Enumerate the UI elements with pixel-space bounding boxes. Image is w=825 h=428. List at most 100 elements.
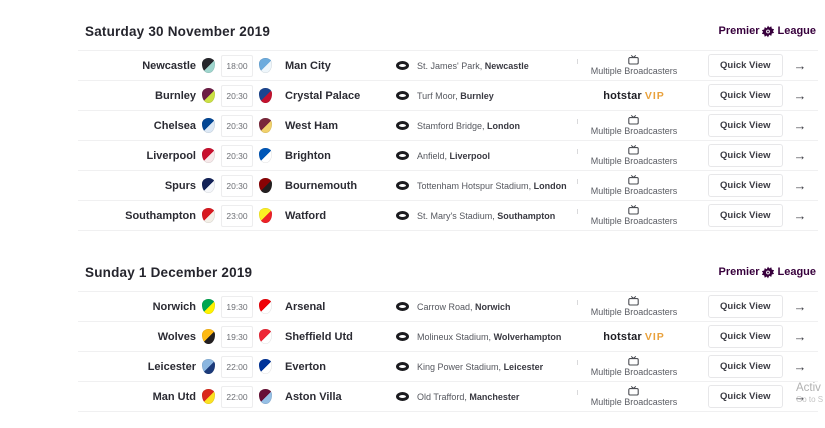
actions-cell: Quick View → bbox=[708, 114, 821, 137]
venue-name: St. Mary's Stadium bbox=[417, 211, 497, 221]
venue-cell: Molineux StadiumWolverhampton bbox=[396, 331, 562, 342]
stadium-icon bbox=[396, 121, 409, 130]
arrow-right-icon[interactable]: → bbox=[793, 58, 807, 73]
arrow-right-icon[interactable]: → bbox=[793, 329, 807, 344]
home-team-name: Newcastle bbox=[142, 59, 196, 72]
away-team-name: Aston Villa bbox=[285, 390, 342, 403]
multiple-broadcasters: Multiple Broadcasters bbox=[576, 295, 678, 318]
venue-city: Wolverhampton bbox=[493, 331, 562, 342]
multiple-broadcasters: Multiple Broadcasters bbox=[576, 144, 677, 167]
away-team-crest-icon bbox=[259, 359, 272, 374]
venue-cell: Carrow RoadNorwich bbox=[396, 302, 560, 312]
match-row: Chelsea 20:30 West Ham Stamford BridgeLo… bbox=[78, 111, 818, 141]
home-team-name: Norwich bbox=[152, 300, 196, 313]
section-header: Saturday 30 November 2019 Premier League bbox=[78, 18, 818, 44]
away-team-name: Man City bbox=[285, 59, 331, 72]
teams-cell: Spurs 20:30 Bournemouth bbox=[78, 174, 396, 197]
home-team-crest-icon bbox=[202, 359, 215, 374]
venue-text: St. James' ParkNewcastle bbox=[417, 61, 529, 71]
venue-cell: King Power StadiumLeicester bbox=[396, 362, 560, 372]
premier-league-word-league: League bbox=[777, 25, 816, 37]
venue-name: King Power Stadium bbox=[417, 362, 504, 372]
arrow-right-icon[interactable]: → bbox=[793, 88, 807, 103]
multiple-broadcasters: Multiple Broadcasters bbox=[576, 355, 677, 378]
stadium-icon bbox=[396, 61, 409, 70]
stadium-icon bbox=[396, 211, 409, 220]
premier-league-logo: Premier League bbox=[719, 25, 817, 38]
quick-view-button[interactable]: Quick View bbox=[708, 355, 783, 378]
venue-name: Anfield bbox=[417, 151, 450, 161]
venue-text: Old TraffordManchester bbox=[417, 392, 519, 402]
away-team-crest-icon bbox=[259, 299, 272, 314]
premier-league-lion-icon bbox=[762, 25, 775, 37]
arrow-right-icon[interactable]: → bbox=[793, 118, 807, 133]
fixture-section: Sunday 1 December 2019 Premier League No… bbox=[78, 259, 818, 412]
multiple-broadcasters-label: Multiple Broadcasters bbox=[590, 396, 678, 407]
quick-view-button[interactable]: Quick View bbox=[708, 325, 783, 348]
teams-cell: Burnley 20:30 Crystal Palace bbox=[78, 84, 396, 107]
away-team-name: Watford bbox=[285, 209, 327, 222]
kickoff-time: 22:00 bbox=[221, 355, 253, 378]
hotstar-vip-logo: hotstar VIP bbox=[603, 331, 665, 343]
home-team-name: Leicester bbox=[147, 360, 196, 373]
home-team-name: Spurs bbox=[164, 179, 196, 192]
quick-view-button[interactable]: Quick View bbox=[708, 114, 783, 137]
kickoff-time: 19:30 bbox=[221, 295, 253, 318]
home-team-crest-icon bbox=[202, 389, 215, 404]
home-team-crest-icon bbox=[202, 329, 215, 344]
broadcaster-cell: Multiple Broadcasters bbox=[560, 355, 708, 378]
teams-cell: Newcastle 18:00 Man City bbox=[78, 54, 396, 77]
matchday-date-heading: Saturday 30 November 2019 bbox=[85, 23, 271, 39]
premier-league-word-league: League bbox=[777, 266, 816, 278]
broadcaster-cell: Multiple Broadcasters bbox=[560, 114, 708, 137]
home-team-crest-icon bbox=[202, 299, 215, 314]
premier-league-word-premier: Premier bbox=[718, 25, 760, 37]
tv-icon bbox=[628, 385, 640, 396]
multiple-broadcasters-label: Multiple Broadcasters bbox=[590, 125, 678, 136]
venue-cell: Turf MoorBurnley bbox=[396, 91, 560, 101]
quick-view-button[interactable]: Quick View bbox=[708, 144, 783, 167]
arrow-right-icon[interactable]: → bbox=[793, 389, 807, 404]
match-row: Man Utd 22:00 Aston Villa Old TraffordMa… bbox=[78, 382, 818, 412]
hotstar-wordmark: hotstar bbox=[603, 330, 642, 343]
venue-name: Turf Moor bbox=[417, 91, 460, 101]
tv-icon bbox=[628, 174, 640, 185]
venue-name: Old Trafford bbox=[417, 392, 469, 402]
venue-cell: St. James' ParkNewcastle bbox=[396, 61, 560, 71]
home-team-crest-icon bbox=[202, 208, 215, 223]
multiple-broadcasters-label: Multiple Broadcasters bbox=[590, 185, 678, 196]
arrow-right-icon[interactable]: → bbox=[793, 208, 807, 223]
quick-view-button[interactable]: Quick View bbox=[708, 84, 783, 107]
venue-cell: St. Mary's StadiumSouthampton bbox=[396, 211, 560, 221]
actions-cell: Quick View → bbox=[708, 355, 821, 378]
home-team-crest-icon bbox=[202, 178, 215, 193]
venue-name: Tottenham Hotspur Stadium bbox=[417, 181, 534, 191]
away-team-name: Brighton bbox=[285, 149, 331, 162]
quick-view-button[interactable]: Quick View bbox=[708, 295, 783, 318]
quick-view-button[interactable]: Quick View bbox=[708, 385, 783, 408]
arrow-right-icon[interactable]: → bbox=[793, 148, 807, 163]
kickoff-time: 20:30 bbox=[221, 144, 253, 167]
multiple-broadcasters-label: Multiple Broadcasters bbox=[590, 306, 678, 317]
broadcaster-cell: Multiple Broadcasters bbox=[560, 54, 708, 77]
venue-city: Norwich bbox=[475, 301, 511, 312]
away-team-crest-icon bbox=[259, 88, 272, 103]
arrow-right-icon[interactable]: → bbox=[793, 359, 807, 374]
kickoff-time: 18:00 bbox=[221, 54, 253, 77]
match-rows: Newcastle 18:00 Man City St. James' Park… bbox=[78, 50, 818, 231]
quick-view-button[interactable]: Quick View bbox=[708, 174, 783, 197]
stadium-icon bbox=[396, 91, 409, 100]
away-team-crest-icon bbox=[259, 178, 272, 193]
quick-view-button[interactable]: Quick View bbox=[708, 204, 783, 227]
broadcaster-cell: Multiple Broadcasters bbox=[560, 174, 708, 197]
venue-cell: Tottenham Hotspur StadiumLondon bbox=[396, 181, 567, 191]
away-team-crest-icon bbox=[259, 148, 272, 163]
arrow-right-icon[interactable]: → bbox=[793, 178, 807, 193]
quick-view-button[interactable]: Quick View bbox=[708, 54, 783, 77]
venue-city: Southampton bbox=[497, 210, 556, 221]
teams-cell: Man Utd 22:00 Aston Villa bbox=[78, 385, 396, 408]
arrow-right-icon[interactable]: → bbox=[793, 299, 807, 314]
away-team-name: Crystal Palace bbox=[285, 89, 361, 102]
venue-name: Stamford Bridge bbox=[417, 121, 487, 131]
home-team-crest-icon bbox=[202, 58, 215, 73]
